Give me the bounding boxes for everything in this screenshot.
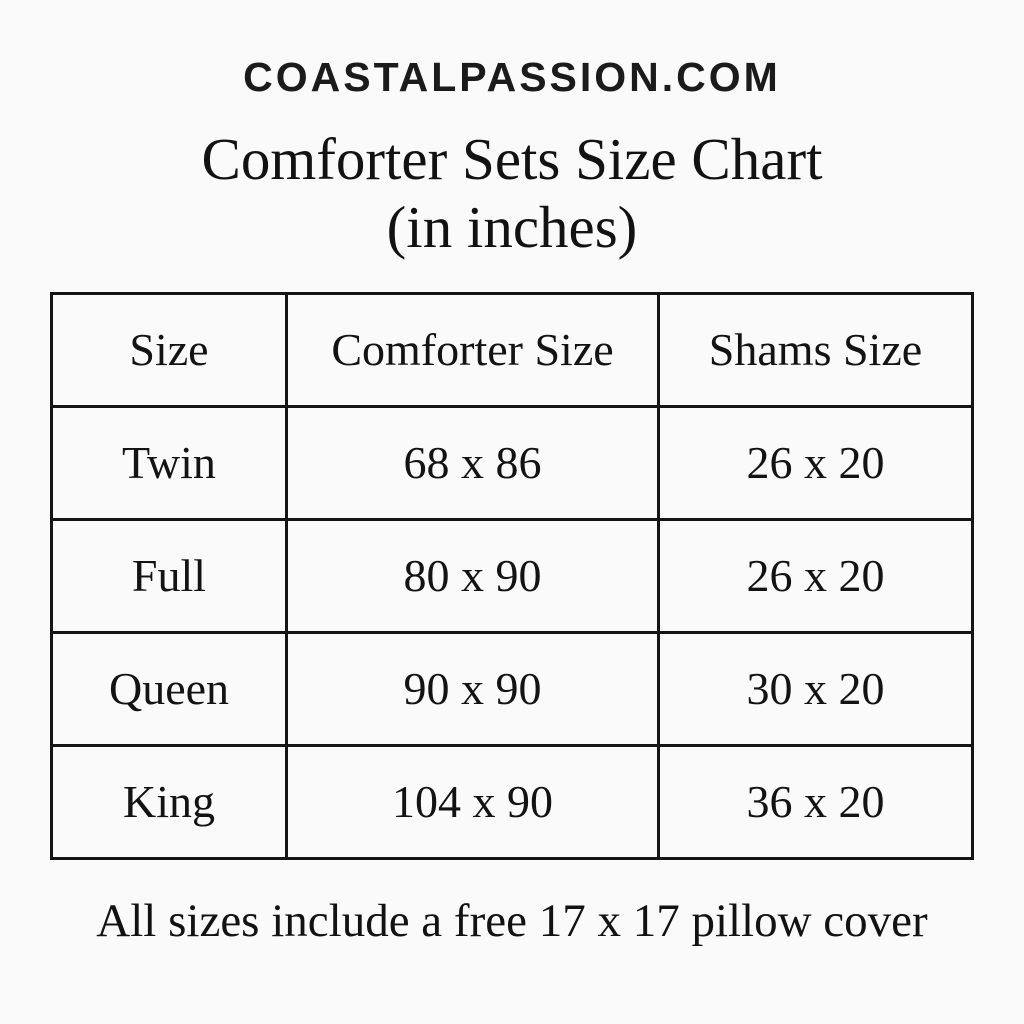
site-name: COASTALPASSION.COM	[243, 54, 781, 100]
table-cell-size: Full	[50, 517, 288, 634]
footer-note: All sizes include a free 17 x 17 pillow …	[96, 894, 928, 947]
column-header-shams-size: Shams Size	[657, 291, 974, 408]
table-row-full: Full 80 x 90 26 x 20	[50, 517, 974, 634]
table-cell-shams-size: 26 x 20	[657, 517, 974, 634]
table-row-king: King 104 x 90 36 x 20	[50, 743, 974, 860]
table-cell-size: Queen	[50, 630, 288, 747]
table-cell-shams-size: 26 x 20	[657, 404, 974, 521]
page-title-line2: (in inches)	[386, 194, 638, 261]
column-header-comforter-size: Comforter Size	[285, 291, 660, 408]
page-title-line1: Comforter Sets Size Chart	[201, 126, 823, 192]
table-cell-comforter-size: 90 x 90	[285, 630, 660, 747]
table-cell-comforter-size: 68 x 86	[285, 404, 660, 521]
column-header-size: Size	[50, 291, 288, 408]
size-table: Size Comforter Size Shams Size Twin 68 x…	[50, 291, 974, 860]
table-cell-comforter-size: 80 x 90	[285, 517, 660, 634]
table-row-twin: Twin 68 x 86 26 x 20	[50, 404, 974, 521]
table-header-row: Size Comforter Size Shams Size	[50, 291, 974, 408]
table-cell-shams-size: 36 x 20	[657, 743, 974, 860]
table-cell-shams-size: 30 x 20	[657, 630, 974, 747]
table-cell-size: King	[50, 743, 288, 860]
table-cell-comforter-size: 104 x 90	[285, 743, 660, 860]
table-row-queen: Queen 90 x 90 30 x 20	[50, 630, 974, 747]
table-cell-size: Twin	[50, 404, 288, 521]
page-title: Comforter Sets Size Chart (in inches)	[0, 125, 1024, 262]
